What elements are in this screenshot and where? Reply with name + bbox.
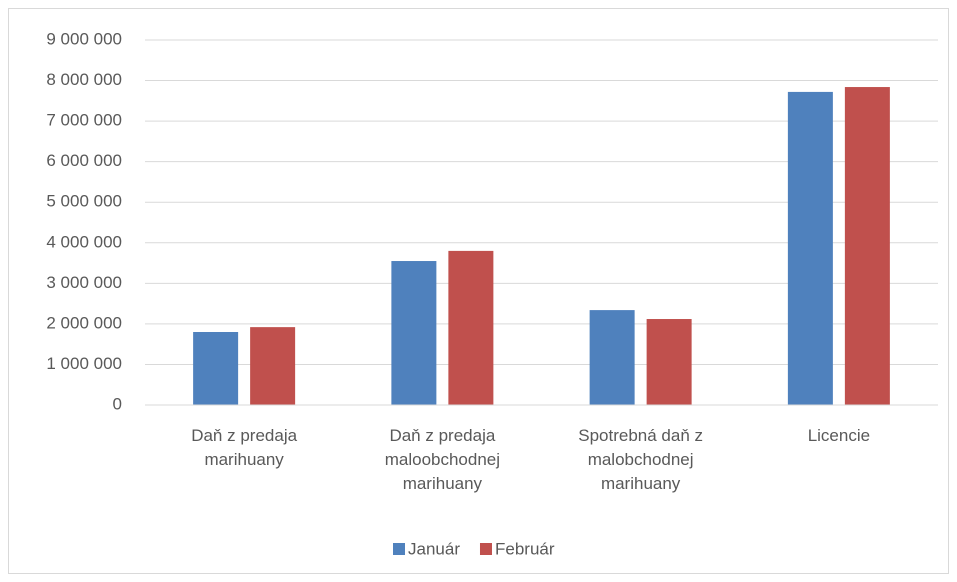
bar — [391, 261, 437, 405]
y-tick-label: 6 000 000 — [46, 151, 122, 170]
x-tick-label: Spotrebná daň z malobchodnej marihuany — [578, 426, 703, 493]
legend-swatch — [479, 543, 492, 555]
y-tick-label: 9 000 000 — [46, 29, 122, 48]
y-tick-label: 7 000 000 — [46, 111, 122, 130]
bar — [448, 250, 494, 405]
bar — [787, 91, 833, 406]
legend-swatch — [393, 543, 405, 555]
y-tick-label: 4 000 000 — [46, 232, 122, 251]
legend-label: Február — [495, 539, 555, 558]
bar — [193, 332, 239, 405]
bar — [844, 87, 890, 406]
y-tick-label: 5 000 000 — [46, 192, 122, 211]
bar — [250, 327, 296, 405]
bar — [589, 310, 635, 405]
x-tick-label: Daň z predaja maloobchodnej marihuany — [384, 426, 501, 493]
y-tick-label: 1 000 000 — [46, 354, 122, 373]
x-tick-label: Licencie — [807, 426, 871, 445]
bar — [646, 319, 692, 405]
y-tick-label: 8 000 000 — [46, 70, 122, 89]
y-tick-label: 3 000 000 — [46, 273, 122, 292]
y-tick-label: 0 — [113, 394, 122, 413]
y-tick-label: 2 000 000 — [46, 313, 122, 332]
x-tick-label: Daň z predaja marihuany — [191, 426, 298, 469]
legend-label: Január — [408, 539, 460, 558]
